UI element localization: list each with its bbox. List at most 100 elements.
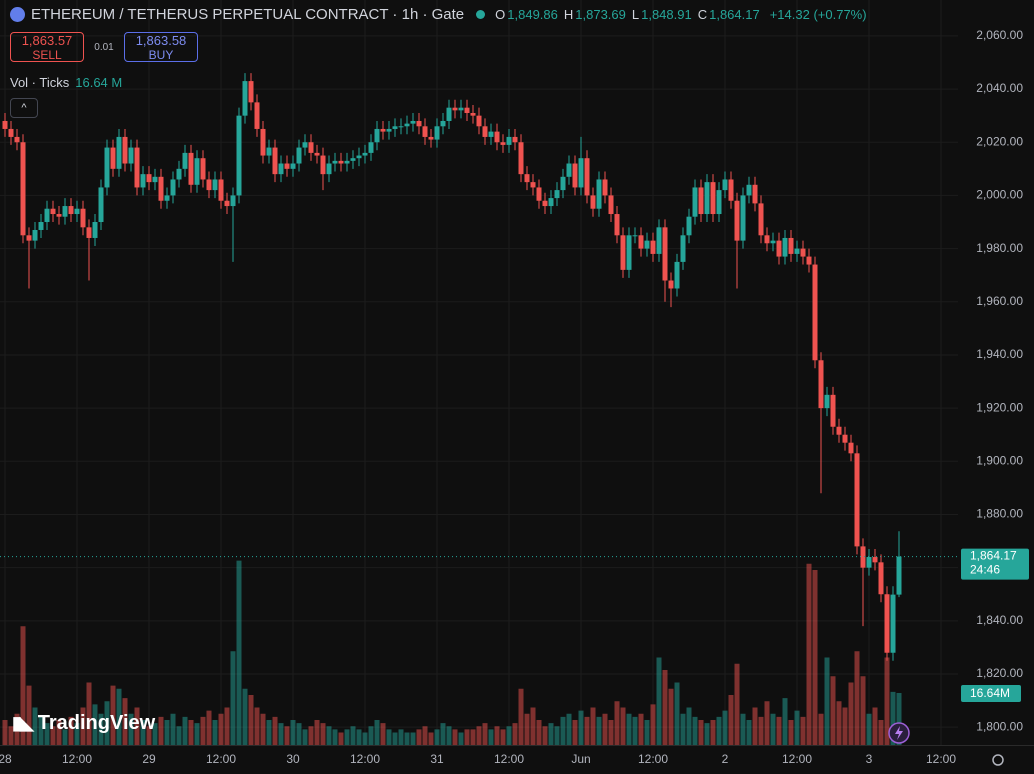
volume-bar [782,698,788,745]
candle-body [662,227,668,281]
volume-legend-value: 16.64 M [75,75,123,90]
volume-bar [614,701,620,745]
candle-body [614,214,620,236]
x-tick-label: 12:00 [206,752,236,766]
candle-body [266,147,272,156]
candle-body [110,147,116,169]
countdown: 24:46 [970,563,1000,577]
candle-body [38,222,44,230]
volume-bar [866,713,872,745]
candle-body [158,176,164,201]
ohlc: O 1,849.86 H 1,873.69 L 1,848.91 C 1,864.17 [495,7,764,22]
sell-label: SELL [32,48,62,62]
candle-body [560,176,566,191]
volume-bar [878,720,884,745]
volume-bar [656,657,662,745]
volume-bar [494,726,500,745]
sell-button[interactable]: 1,863.57 SELL [10,32,84,62]
volume-bar [566,713,572,745]
volume-bar [884,657,890,745]
x-tick-label: 2 [722,752,729,766]
candle-body [446,107,452,121]
volume-bar [284,726,290,745]
candle-body [410,120,416,124]
volume-legend: Vol · Ticks 16.64 M [10,75,122,90]
candle-body [74,208,80,215]
volume-bar [146,726,152,745]
buy-button[interactable]: 1,863.58 BUY [124,32,198,62]
candle-body [554,190,560,199]
volume-bar [152,723,158,745]
volume-bar [434,729,440,745]
candle-body [530,182,536,188]
y-tick-label: 2,060.00 [976,28,1023,42]
volume-pane [2,560,902,745]
coin-icon [10,7,25,22]
volume-bar [554,726,560,745]
candle-body [458,107,464,111]
candle-body [752,184,758,204]
volume-bar [188,720,194,745]
volume-bar [644,720,650,745]
candle-body [122,136,128,164]
volume-bar [134,707,140,745]
volume-bar [44,723,50,745]
volume-bar [248,695,254,745]
candle-body [788,237,794,254]
sell-price: 1,863.57 [21,33,73,48]
volume-bar [872,707,878,745]
candle-body [452,107,458,111]
x-tick-label: 12:00 [494,752,524,766]
volume-bar [638,713,644,745]
brand-name: TradingView [37,712,156,734]
candle-body [608,195,614,215]
candle-body [104,147,110,188]
axes: 1,800.001,820.001,840.001,860.001,880.00… [0,28,1034,766]
volume-bar [194,723,200,745]
candle-body [116,136,122,169]
candle-body [56,214,62,217]
candle-body [434,126,440,140]
candle-body [20,142,26,236]
ohlc-key: H [563,7,574,22]
candle-body [200,158,206,180]
volume-bar [200,716,206,745]
last-price-tag [961,548,1029,580]
volume-bar [716,716,722,745]
settings-icon[interactable] [992,754,1004,766]
candle-body [716,190,722,215]
header: ETHEREUM / TETHERUS PERPETUAL CONTRACT ·… [10,6,871,23]
candle-body [830,394,836,427]
collapse-button[interactable]: ^ [10,98,38,118]
candle-body [800,248,806,257]
candle-body [596,179,602,209]
candle-body [212,179,218,191]
candle-body [44,208,50,223]
buy-label: BUY [148,48,174,62]
candles [2,73,902,661]
volume-bar [158,716,164,745]
volume-bar [698,720,704,745]
alert-icon-bolt [895,726,903,740]
candle-body [644,240,650,249]
volume-bar [506,726,512,745]
volume-bar [620,707,626,745]
trade-panel: 1,863.57 SELL 0.01 1,863.58 BUY [10,32,198,62]
candle-body [626,235,632,270]
volume-bar [650,704,656,745]
volume-bar [662,670,668,745]
volume-bar [344,729,350,745]
candle-body [824,394,830,409]
volume-bar [278,723,284,745]
volume-bar [446,726,452,745]
volume-bar [518,688,524,745]
candle-body [320,155,326,175]
x-tick-label: 31 [430,752,444,766]
candle-body [206,179,212,191]
volume-bar [860,676,866,745]
candle-body [542,200,548,207]
volume-bar [608,720,614,745]
volume-bar [386,729,392,745]
volume-bar [104,701,110,745]
candle-body [794,248,800,254]
